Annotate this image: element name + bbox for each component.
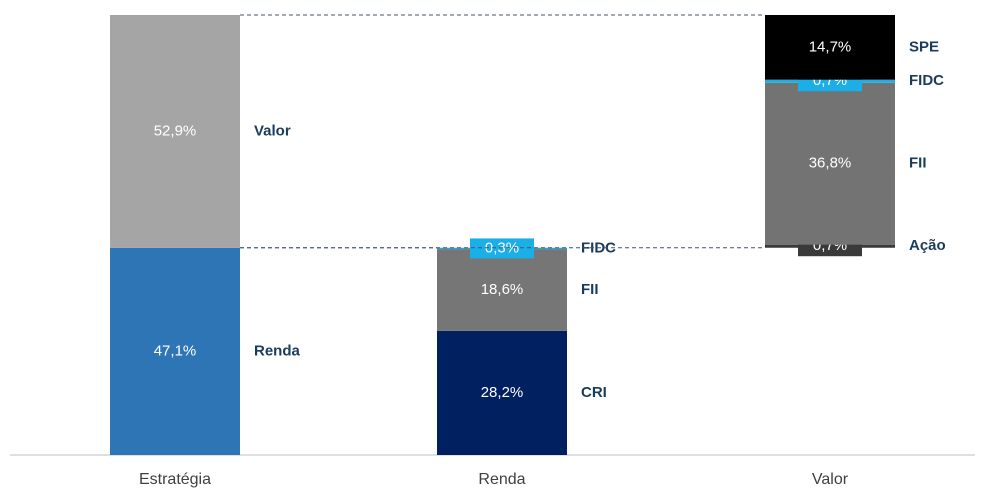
segment-name: Valor (254, 122, 291, 139)
bar-segment (110, 247, 240, 455)
segment-name: Renda (254, 342, 301, 359)
value-label: 14,7% (809, 38, 852, 55)
value-label: 28,2% (481, 384, 524, 401)
segment-name: Ação (909, 237, 946, 254)
x-tick-label: Valor (812, 471, 849, 488)
bar-segment (437, 249, 567, 331)
x-tick-label: Renda (478, 471, 525, 488)
label-box (470, 238, 534, 259)
bar-segment (110, 15, 240, 248)
bar-segment (765, 82, 895, 245)
value-label: 36,8% (809, 155, 852, 172)
segment-name: FII (581, 281, 599, 298)
value-label: 52,9% (154, 122, 197, 139)
segment-name: FIDC (909, 72, 944, 89)
value-label: 18,6% (481, 281, 524, 298)
segment-name: FII (909, 155, 927, 172)
segment-name: CRI (581, 384, 607, 401)
bar-segment (437, 330, 567, 455)
bar-segment (765, 15, 895, 80)
x-tick-label: Estratégia (139, 471, 211, 488)
value-label: 47,1% (154, 342, 197, 359)
segment-name: SPE (909, 38, 939, 55)
